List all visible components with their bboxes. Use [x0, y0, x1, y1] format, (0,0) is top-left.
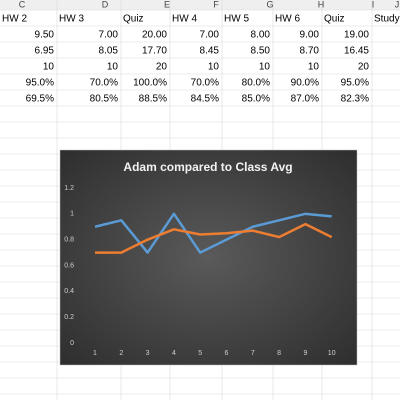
- cell: 70.0%: [191, 78, 219, 89]
- cell: 95.0%: [341, 78, 369, 89]
- cell: 100.0%: [133, 78, 167, 89]
- cell: 8.00: [251, 30, 271, 41]
- cell: 10: [308, 62, 320, 73]
- cell: Study: [374, 14, 400, 25]
- cell: Quiz: [123, 14, 144, 25]
- column-letter: D: [102, 0, 109, 9]
- cell: 90.0%: [291, 78, 319, 89]
- cell: 20.00: [142, 30, 167, 41]
- cell: Quiz: [324, 14, 345, 25]
- cell: 20: [358, 62, 370, 73]
- series-line: [94, 212, 332, 254]
- cell: 7.00: [200, 30, 220, 41]
- y-tick-label: 0.2: [64, 314, 74, 321]
- cell: 20: [156, 62, 168, 73]
- cell: HW 2: [2, 14, 27, 25]
- cell: 19.00: [344, 30, 369, 41]
- column-letter: J: [395, 0, 400, 9]
- cell: HW 6: [275, 14, 300, 25]
- cell: 10: [259, 62, 271, 73]
- chart-area: [59, 149, 358, 366]
- column-letter: E: [164, 0, 170, 9]
- column-letter: F: [213, 0, 219, 9]
- cell: 7.00: [99, 30, 119, 41]
- x-tick-label: 2: [119, 350, 123, 357]
- cell: 85.0%: [242, 94, 270, 105]
- x-tick-label: 4: [172, 350, 176, 357]
- y-tick-label: 1.2: [64, 185, 74, 192]
- cell: 88.5%: [139, 94, 167, 105]
- column-letter: C: [19, 0, 26, 9]
- x-tick-label: 7: [251, 350, 255, 357]
- y-tick-label: 0.8: [64, 237, 74, 244]
- x-tick-label: 9: [303, 350, 307, 357]
- cell: 82.3%: [341, 94, 369, 105]
- cell: HW 5: [224, 14, 249, 25]
- cell: HW 4: [172, 14, 197, 25]
- cell: 16.45: [344, 46, 369, 57]
- chart-title: Adam compared to Class Avg: [123, 160, 292, 174]
- cell: 80.5%: [90, 94, 118, 105]
- column-letter: H: [318, 0, 325, 9]
- cell: 10: [208, 62, 220, 73]
- column-letter: G: [266, 0, 273, 9]
- cell: 69.5%: [26, 94, 54, 105]
- cell: 17.70: [142, 46, 167, 57]
- cell: 8.70: [300, 46, 320, 57]
- cell: 9.50: [35, 30, 55, 41]
- y-tick-label: 0: [70, 340, 74, 347]
- cell: 84.5%: [191, 94, 219, 105]
- cell: 80.0%: [242, 78, 270, 89]
- chart: Adam compared to Class Avg 0 0.2 0.4 0.6 0.8…: [59, 149, 358, 366]
- y-tick-label: 0.6: [64, 262, 74, 269]
- cell: 6.95: [35, 46, 55, 57]
- cell: HW 3: [59, 14, 84, 25]
- x-tick-label: 5: [198, 350, 202, 357]
- y-tick-label: 0.4: [64, 288, 74, 295]
- x-tick-label: 3: [146, 350, 150, 357]
- cell: 9.00: [300, 30, 320, 41]
- cell: 87.0%: [291, 94, 319, 105]
- cell: 70.0%: [90, 78, 118, 89]
- x-tick-label: 6: [225, 350, 229, 357]
- x-tick-label: 1: [93, 350, 97, 357]
- y-tick-label: 1: [70, 211, 74, 218]
- cell: 10: [107, 62, 119, 73]
- column-header-bar: [0, 0, 400, 10]
- cell: 8.45: [200, 46, 220, 57]
- cell: 8.50: [251, 46, 271, 57]
- cell: 95.0%: [26, 78, 54, 89]
- x-tick-label: 8: [277, 350, 281, 357]
- column-letter: I: [372, 0, 375, 9]
- series-line: [95, 222, 333, 254]
- x-tick-label: 10: [328, 350, 336, 357]
- cell: 10: [43, 62, 55, 73]
- sheet-cells: C D E F G H I J HW 2 HW 3 Quiz HW 4 HW 5 HW 6 Quiz Stud…: [2, 0, 400, 105]
- cell: 8.05: [99, 46, 119, 57]
